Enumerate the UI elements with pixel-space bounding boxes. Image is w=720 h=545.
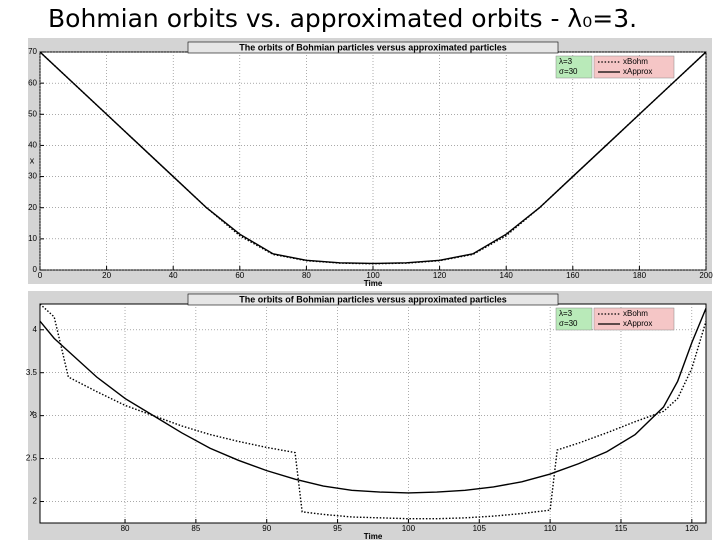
x-tick-label: 120 xyxy=(685,524,699,533)
x-tick-label: 0 xyxy=(38,271,43,280)
param-label: λ=3 xyxy=(559,57,573,66)
x-tick-label: 120 xyxy=(433,271,447,280)
slide-title: Bohmian orbits vs. approximated orbits -… xyxy=(48,4,637,33)
y-tick-label: 40 xyxy=(28,141,37,150)
x-tick-label: 180 xyxy=(633,271,647,280)
y-tick-label: 0 xyxy=(33,265,38,274)
x-tick-label: 115 xyxy=(615,524,628,533)
x-tick-label: 110 xyxy=(544,524,557,533)
y-tick-label: 2 xyxy=(33,497,38,506)
x-tick-label: 80 xyxy=(121,524,130,533)
x-tick-label: 95 xyxy=(333,524,342,533)
y-tick-label: 50 xyxy=(28,109,37,118)
chart: 0 10 20 30 40 50 60 70 0 20 40 60 80 100 120 140 160 180 2… xyxy=(28,38,713,288)
x-tick-label: 200 xyxy=(699,271,713,280)
y-tick-label: 70 xyxy=(28,47,37,56)
x-tick-label: 160 xyxy=(566,271,580,280)
series-line xyxy=(40,308,706,494)
y-tick-label: 30 xyxy=(28,172,37,181)
x-tick-label: 140 xyxy=(500,271,514,280)
chart: 2 2.5 3 3.5 4 80 85 90 95 100 105 110 115 120 The orbi… xyxy=(26,291,712,541)
y-tick-label: 60 xyxy=(28,78,37,87)
series-line xyxy=(40,52,706,265)
series-line xyxy=(40,304,706,520)
params-box xyxy=(555,55,593,79)
x-axis-label: Time xyxy=(364,532,383,540)
x-tick-label: 100 xyxy=(366,271,380,280)
x-tick-label: 20 xyxy=(102,271,111,280)
y-tick-label: 3 xyxy=(33,411,38,420)
x-axis-label: Time xyxy=(364,279,383,288)
title-box xyxy=(187,293,559,306)
param-label: σ=30 xyxy=(559,67,578,76)
legend-label: xApprox xyxy=(623,67,652,76)
param-label: σ=30 xyxy=(559,319,578,328)
legend-label: xBohm xyxy=(623,57,648,66)
params-box xyxy=(555,307,593,331)
x-tick-label: 105 xyxy=(473,524,487,533)
y-tick-label: 4 xyxy=(33,325,38,334)
y-tick-label: 3.5 xyxy=(26,368,38,377)
x-tick-label: 80 xyxy=(302,271,311,280)
param-label: λ=3 xyxy=(559,309,573,318)
chart-title: The orbits of Bohmian particles versus a… xyxy=(239,294,507,304)
legend-label: xApprox xyxy=(623,319,652,328)
legend-label: xBohm xyxy=(623,309,648,318)
x-tick-label: 40 xyxy=(169,271,178,280)
y-tick-label: 2.5 xyxy=(26,454,38,463)
x-tick-label: 90 xyxy=(262,524,271,533)
chart-title: The orbits of Bohmian particles versus a… xyxy=(239,42,507,52)
x-tick-label: 85 xyxy=(191,524,200,533)
x-tick-label: 100 xyxy=(402,524,416,533)
y-axis-label: x xyxy=(30,155,35,165)
y-tick-label: 10 xyxy=(28,234,37,243)
plot-area xyxy=(39,303,707,524)
x-tick-label: 60 xyxy=(235,271,244,280)
title-box xyxy=(187,41,559,54)
y-tick-label: 20 xyxy=(28,203,37,212)
y-axis-label: x xyxy=(30,408,35,418)
